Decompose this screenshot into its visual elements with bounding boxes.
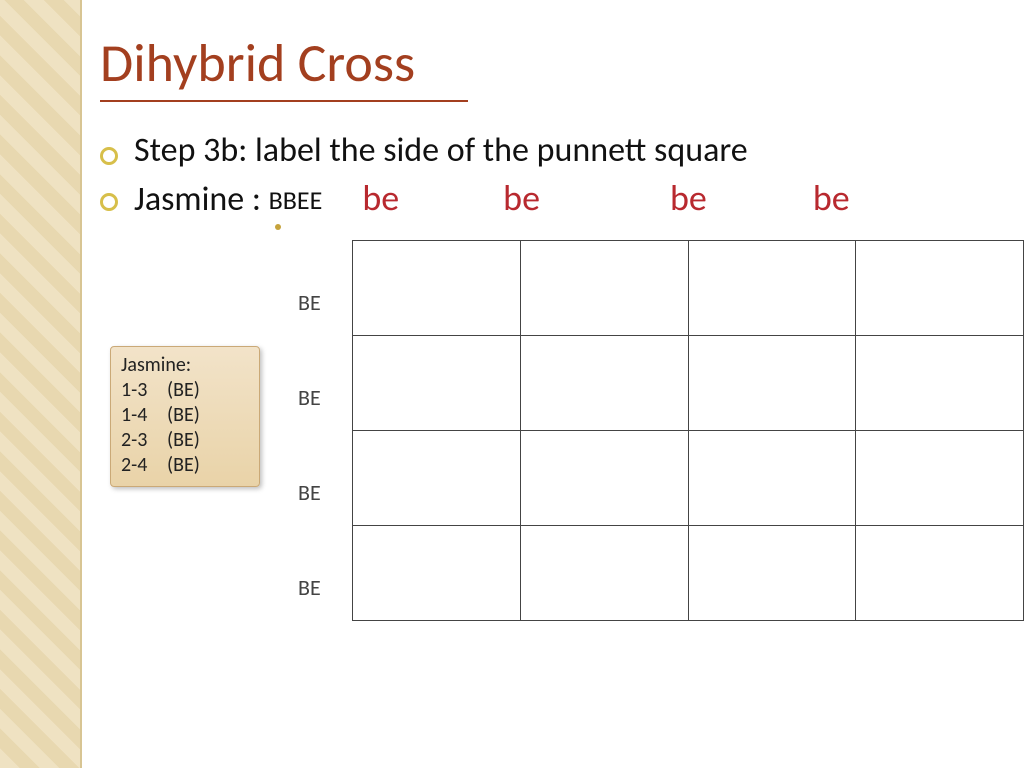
bullet-list: Step 3b: label the side of the punnett s… bbox=[100, 128, 850, 223]
row-label: BE bbox=[298, 430, 344, 525]
slide-title: Dihybrid Cross bbox=[100, 30, 415, 96]
column-header: be bbox=[362, 174, 399, 223]
row-label: BE bbox=[298, 240, 344, 335]
column-header: be bbox=[670, 174, 707, 223]
title-underline bbox=[100, 100, 468, 102]
row-label: BE bbox=[298, 335, 344, 430]
legend-box: Jasmine: 1-3(BE)1-4(BE)2-3(BE)2-4(BE) bbox=[110, 346, 260, 487]
jasmine-genotype: BBEE bbox=[269, 184, 323, 216]
legend-row: 1-4(BE) bbox=[121, 403, 249, 428]
jasmine-prefix: Jasmine : bbox=[134, 179, 269, 220]
column-header: be bbox=[503, 174, 540, 223]
slide-body: Dihybrid Cross Step 3b: label the side o… bbox=[0, 0, 1024, 768]
legend-row: 2-4(BE) bbox=[121, 453, 249, 478]
legend-row: 1-3(BE) bbox=[121, 378, 249, 403]
punnett-square bbox=[352, 240, 1024, 621]
column-headers: bebebebe bbox=[322, 179, 849, 220]
bullet-jasmine: Jasmine : BBEEbebebebe bbox=[100, 174, 850, 223]
bullet-step: Step 3b: label the side of the punnett s… bbox=[100, 128, 850, 174]
column-header: be bbox=[813, 174, 850, 223]
sub-bullet-icon bbox=[275, 224, 281, 230]
row-label: BE bbox=[298, 525, 344, 620]
row-labels: BE BE BE BE bbox=[298, 240, 344, 620]
legend-title: Jasmine: bbox=[121, 353, 249, 378]
legend-row: 2-3(BE) bbox=[121, 428, 249, 453]
